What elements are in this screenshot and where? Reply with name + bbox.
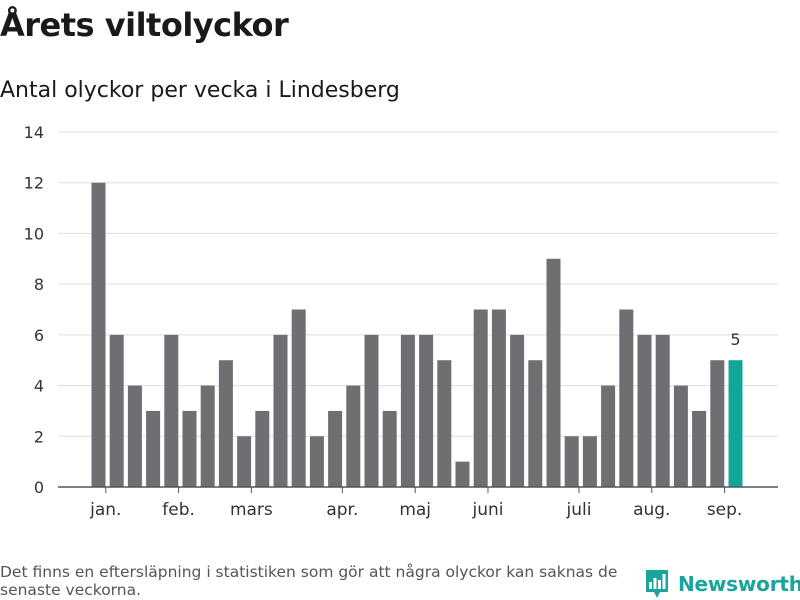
bar	[601, 385, 616, 487]
bar	[346, 385, 361, 487]
x-tick-label: aug.	[633, 500, 670, 520]
y-tick-label: 8	[34, 275, 44, 294]
bar	[510, 334, 525, 487]
bar	[309, 436, 324, 487]
chart-title: Årets viltolyckor	[0, 6, 289, 44]
y-tick-label: 0	[34, 478, 44, 497]
bar-chart: 0 2 4 6 8 10 12 14 jan. feb. mars apr. maj juni juli a…	[24, 123, 778, 520]
bar	[546, 258, 561, 487]
bar	[655, 334, 670, 487]
bar	[291, 309, 306, 487]
bar	[164, 334, 179, 487]
bar	[419, 334, 434, 487]
x-tick-label: maj	[399, 500, 431, 520]
bar	[710, 360, 725, 487]
x-axis: jan. feb. mars apr. maj juni juli aug. sep.	[58, 486, 778, 520]
bar	[182, 410, 197, 487]
x-tick-label: apr.	[326, 500, 358, 520]
bar	[382, 410, 397, 487]
x-tick-label: juli	[566, 500, 592, 520]
bar	[273, 334, 288, 487]
bar	[328, 410, 343, 487]
x-tick-label: mars	[230, 500, 273, 520]
bar	[692, 410, 707, 487]
y-tick-label: 6	[34, 326, 44, 345]
footnote: Det finns en eftersläpning i statistiken…	[0, 563, 618, 599]
bar	[455, 461, 470, 487]
bar	[400, 334, 415, 487]
bar	[127, 385, 142, 487]
bar	[619, 309, 634, 487]
y-tick-label: 10	[24, 224, 44, 243]
bar-highlighted	[728, 360, 743, 487]
brand-name: Newsworthy	[678, 572, 800, 596]
bar	[91, 182, 106, 487]
bars	[91, 182, 743, 487]
x-tick-label: feb.	[162, 500, 195, 520]
bar	[200, 385, 215, 487]
bar	[437, 360, 452, 487]
bar	[364, 334, 379, 487]
bar	[473, 309, 488, 487]
y-tick-label: 14	[24, 123, 44, 142]
bar	[564, 436, 579, 487]
bar	[146, 410, 161, 487]
x-tick-label: sep.	[707, 500, 743, 520]
bar	[255, 410, 270, 487]
data-label: 5	[730, 330, 740, 349]
bar	[218, 360, 233, 487]
brand-logo[interactable]: Newsworthy	[644, 568, 800, 600]
y-axis: 0 2 4 6 8 10 12 14	[24, 123, 44, 497]
bar	[637, 334, 652, 487]
bar	[582, 436, 597, 487]
data-labels: 5	[730, 330, 740, 349]
bar	[528, 360, 543, 487]
bar-chart-badge-icon	[646, 570, 668, 598]
bar	[109, 334, 124, 487]
bar	[237, 436, 252, 487]
bar	[673, 385, 688, 487]
y-tick-label: 12	[24, 174, 44, 193]
chart-subtitle: Antal olyckor per vecka i Lindesberg	[0, 78, 400, 103]
y-tick-label: 2	[34, 427, 44, 446]
y-tick-label: 4	[34, 377, 44, 396]
x-tick-label: juni	[471, 500, 503, 520]
x-tick-label: jan.	[89, 500, 121, 520]
bar	[491, 309, 506, 487]
